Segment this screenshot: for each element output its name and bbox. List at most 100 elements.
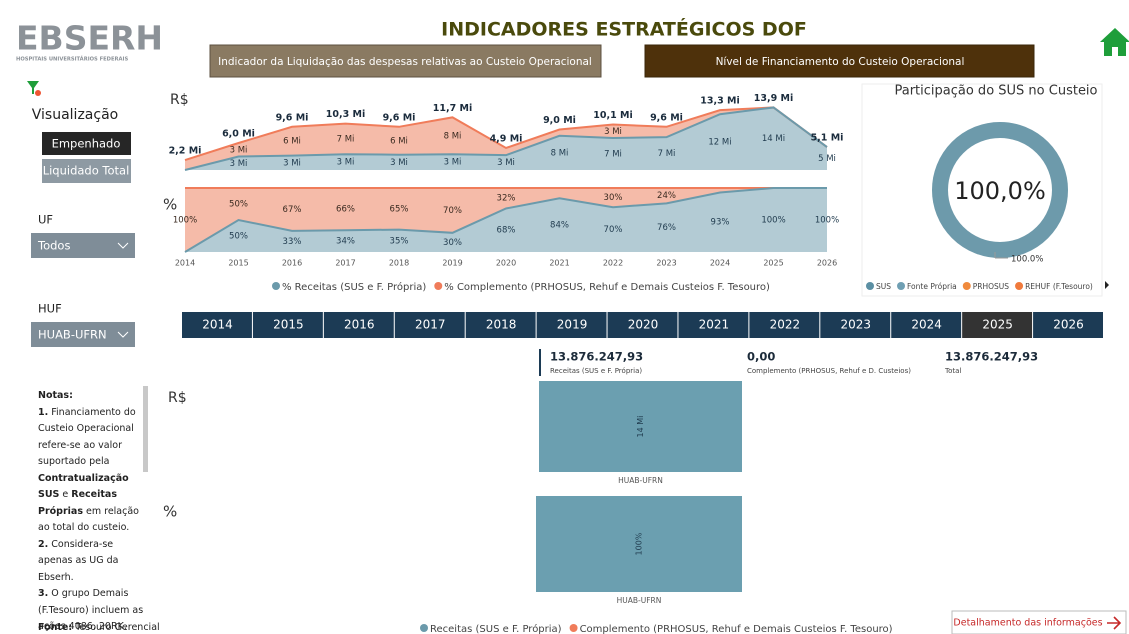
total-label: 9,6 Mi bbox=[276, 112, 309, 123]
legend-label: % Complemento (PRHOSUS, Rehuf e Demais C… bbox=[444, 282, 770, 293]
x-tick-label: 2025 bbox=[763, 259, 783, 268]
legend-swatch bbox=[569, 624, 578, 632]
data-label: 14 Mi bbox=[636, 416, 645, 438]
year-label[interactable]: 2017 bbox=[415, 318, 446, 332]
data-label: 68% bbox=[497, 226, 516, 236]
data-label: 65% bbox=[390, 204, 409, 214]
donut-center: 100,0% bbox=[954, 177, 1046, 205]
data-label: 7 Mi bbox=[604, 150, 622, 160]
tab-label[interactable]: Nível de Financiamento do Custeio Operac… bbox=[716, 56, 965, 68]
year-button[interactable] bbox=[182, 312, 252, 338]
year-button[interactable] bbox=[891, 312, 962, 338]
x-tick-label: 2021 bbox=[549, 259, 569, 268]
detail-label[interactable]: Detalhamento das informações bbox=[953, 618, 1102, 629]
data-label: 8 Mi bbox=[551, 148, 569, 158]
legend-label: PRHOSUS bbox=[973, 282, 1010, 291]
logo: EBSERH bbox=[16, 19, 163, 58]
data-label: 6 Mi bbox=[283, 137, 301, 147]
button[interactable] bbox=[42, 132, 131, 155]
data-label: 84% bbox=[550, 221, 569, 231]
legend-swatch bbox=[272, 282, 280, 290]
line bbox=[184, 187, 827, 253]
dropdown[interactable] bbox=[31, 233, 135, 258]
area bbox=[185, 188, 827, 252]
note-num: 2. bbox=[38, 538, 49, 550]
data-label: 100% bbox=[173, 216, 197, 226]
legend-label: SUS bbox=[876, 282, 891, 291]
year-button[interactable] bbox=[678, 312, 749, 338]
year-button[interactable] bbox=[252, 312, 323, 338]
year-button[interactable] bbox=[749, 312, 820, 338]
legend-swatch bbox=[434, 282, 443, 290]
year-button[interactable] bbox=[323, 312, 394, 338]
x-tick-label: 2023 bbox=[656, 259, 676, 268]
note-bold: Receitas Próprias bbox=[38, 489, 117, 517]
tab-label[interactable]: Indicador da Liquidação das despesas rel… bbox=[218, 56, 592, 68]
data-label: 3 Mi bbox=[230, 159, 248, 169]
total-label: 10,1 Mi bbox=[593, 110, 632, 121]
year-label[interactable]: 2026 bbox=[1053, 318, 1084, 332]
data-label: 35% bbox=[390, 236, 409, 246]
data-label: 100% bbox=[761, 216, 785, 226]
x-tick-label: 2014 bbox=[175, 259, 195, 268]
note-num: 3. bbox=[38, 588, 49, 599]
home-icon[interactable] bbox=[1100, 28, 1129, 56]
data-label: 7 Mi bbox=[658, 149, 676, 159]
data-label: 3 Mi bbox=[230, 145, 248, 155]
kpi-value: 13.876.247,93 bbox=[945, 350, 1038, 364]
year-label[interactable]: 2023 bbox=[840, 318, 871, 332]
data-label: 33% bbox=[283, 237, 302, 247]
year-label[interactable]: 2022 bbox=[770, 318, 801, 332]
year-button[interactable] bbox=[1033, 312, 1103, 338]
x-tick-label: 2017 bbox=[335, 259, 355, 268]
year-button[interactable] bbox=[394, 312, 465, 338]
year-button[interactable] bbox=[465, 312, 536, 338]
source: Fonte: Tesouro Gerencial bbox=[38, 622, 160, 633]
year-label[interactable]: 2015 bbox=[273, 318, 304, 332]
note-num: 1. bbox=[38, 406, 49, 418]
data-label: 3 Mi bbox=[283, 158, 301, 168]
tab[interactable] bbox=[209, 44, 602, 78]
detail-button[interactable] bbox=[951, 610, 1127, 634]
year-label[interactable]: 2018 bbox=[486, 318, 517, 332]
notes: Notas: 1. Financiamento do Custeio Opera… bbox=[38, 388, 144, 634]
year-label[interactable]: 2016 bbox=[344, 318, 375, 332]
bar bbox=[536, 496, 742, 592]
filter-clear[interactable] bbox=[35, 90, 41, 96]
button-label[interactable]: Empenhado bbox=[52, 137, 121, 151]
data-label: 5 Mi bbox=[818, 154, 836, 164]
year-label[interactable]: 2025 bbox=[982, 318, 1013, 332]
x-tick-label: 2018 bbox=[389, 259, 409, 268]
year-button[interactable] bbox=[536, 312, 607, 338]
chevron[interactable] bbox=[117, 331, 129, 338]
total-label: 13,3 Mi bbox=[700, 96, 739, 107]
year-label[interactable]: 2014 bbox=[202, 318, 233, 332]
page-title: INDICADORES ESTRATÉGICOS DOF bbox=[441, 18, 807, 41]
year-label[interactable]: 2024 bbox=[911, 318, 942, 332]
button[interactable] bbox=[42, 159, 131, 183]
year-button[interactable] bbox=[820, 312, 891, 338]
axis-label: % bbox=[163, 503, 177, 521]
year-label[interactable]: 2020 bbox=[628, 318, 659, 332]
note-text: em relação ao total do custeio. bbox=[38, 505, 139, 534]
tab[interactable] bbox=[644, 44, 1035, 78]
dropdown-value[interactable]: Todos bbox=[37, 239, 70, 253]
year-label[interactable]: 2019 bbox=[557, 318, 588, 332]
donut-title: Participação do SUS no Custeio bbox=[894, 84, 1097, 99]
area bbox=[185, 107, 827, 170]
data-label: 100% bbox=[815, 216, 839, 226]
dropdown[interactable] bbox=[31, 322, 135, 347]
button-label[interactable]: Liquidado Total bbox=[43, 164, 130, 178]
dropdown-value[interactable]: HUAB-UFRN bbox=[38, 328, 107, 342]
year-button[interactable] bbox=[962, 312, 1033, 338]
year-button[interactable] bbox=[607, 312, 678, 338]
scrollbar[interactable] bbox=[143, 386, 148, 472]
next-arrow[interactable] bbox=[1105, 281, 1109, 289]
data-label: 3 Mi bbox=[390, 158, 408, 168]
x-tick-label: 2019 bbox=[442, 259, 462, 268]
arrow[interactable] bbox=[1107, 616, 1122, 630]
filter-icon[interactable] bbox=[27, 81, 39, 94]
year-label[interactable]: 2021 bbox=[699, 318, 730, 332]
chevron[interactable] bbox=[117, 242, 129, 249]
